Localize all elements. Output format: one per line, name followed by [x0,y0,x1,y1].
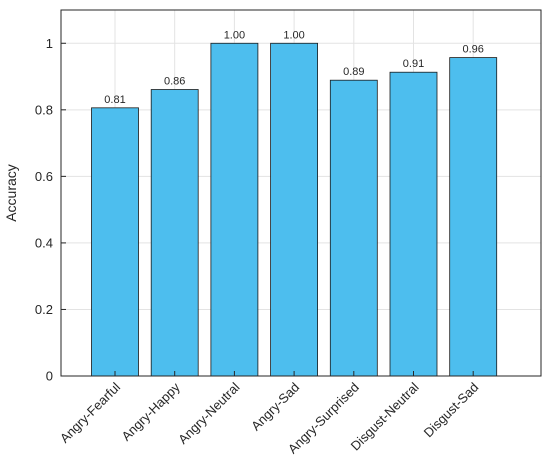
data-label: 1.00 [283,29,304,41]
bar-angry-surprised [329,79,378,377]
bar-angry-neutral [210,42,259,377]
y-axis-ticks: 0 0.2 0.4 0.6 0.8 1 [35,36,66,384]
y-tick-label: 0.8 [35,102,53,117]
x-tick-label: Angry-Sad [248,380,302,434]
data-label: 0.86 [164,76,185,88]
y-tick-label: 0.6 [35,169,53,184]
x-tick-label: Angry-Neutral [175,379,242,446]
plot-frame [60,9,542,377]
data-label: 0.96 [462,44,483,56]
data-label: 0.81 [104,94,125,106]
data-label: 0.89 [343,66,364,78]
y-axis-label: Accuracy [3,164,19,222]
bar-disgust-neutral [389,71,438,377]
bar-disgust-sad [449,57,498,377]
data-label: 1.00 [224,29,245,41]
bar-angry-happy [150,89,199,377]
bar-angry-sad [270,42,319,377]
y-tick-label: 0.2 [35,302,53,317]
bars-layer [91,42,498,377]
x-tick-label: Angry-Fearful [57,379,123,445]
x-tick-label: Angry-Happy [119,379,184,444]
y-tick-label: 0 [46,369,53,384]
data-labels-layer: 0.81 0.86 1.00 1.00 0.89 0.91 0.96 [104,29,484,106]
x-tick-label: Disgust-Sad [421,380,482,441]
bar-angry-fearful [91,107,139,377]
data-label: 0.91 [403,58,424,70]
y-tick-label: 0.4 [35,235,53,250]
y-tick-label: 1 [46,36,53,51]
